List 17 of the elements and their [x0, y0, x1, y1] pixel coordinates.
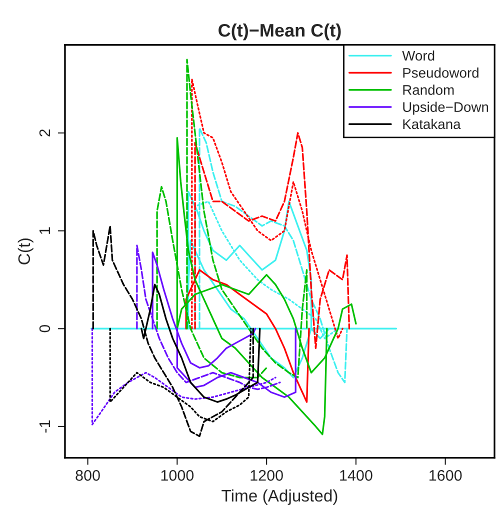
- legend-label: Random: [403, 84, 454, 95]
- legend-label: Word: [402, 50, 434, 61]
- legend-label: Katakana: [403, 118, 461, 130]
- legend-label: Upside−Down: [403, 102, 488, 115]
- x-tick-label: 800: [76, 470, 100, 481]
- x-tick-label: 1400: [340, 470, 372, 481]
- chart-title: C(t)−Mean C(t): [218, 23, 341, 40]
- y-axis-title: C(t): [18, 238, 34, 264]
- legend-label: Pseudoword: [403, 68, 478, 78]
- x-axis-title: Time (Adjusted): [222, 489, 338, 505]
- y-tick-label: 0: [39, 324, 50, 332]
- x-tick-label: 1200: [250, 470, 283, 481]
- y-tick-label: 1: [39, 227, 50, 234]
- y-tick-label: -1: [39, 420, 50, 433]
- x-tick-label: 1000: [161, 470, 194, 481]
- y-tick-label: 2: [39, 129, 50, 136]
- x-tick-label: 1600: [430, 470, 462, 481]
